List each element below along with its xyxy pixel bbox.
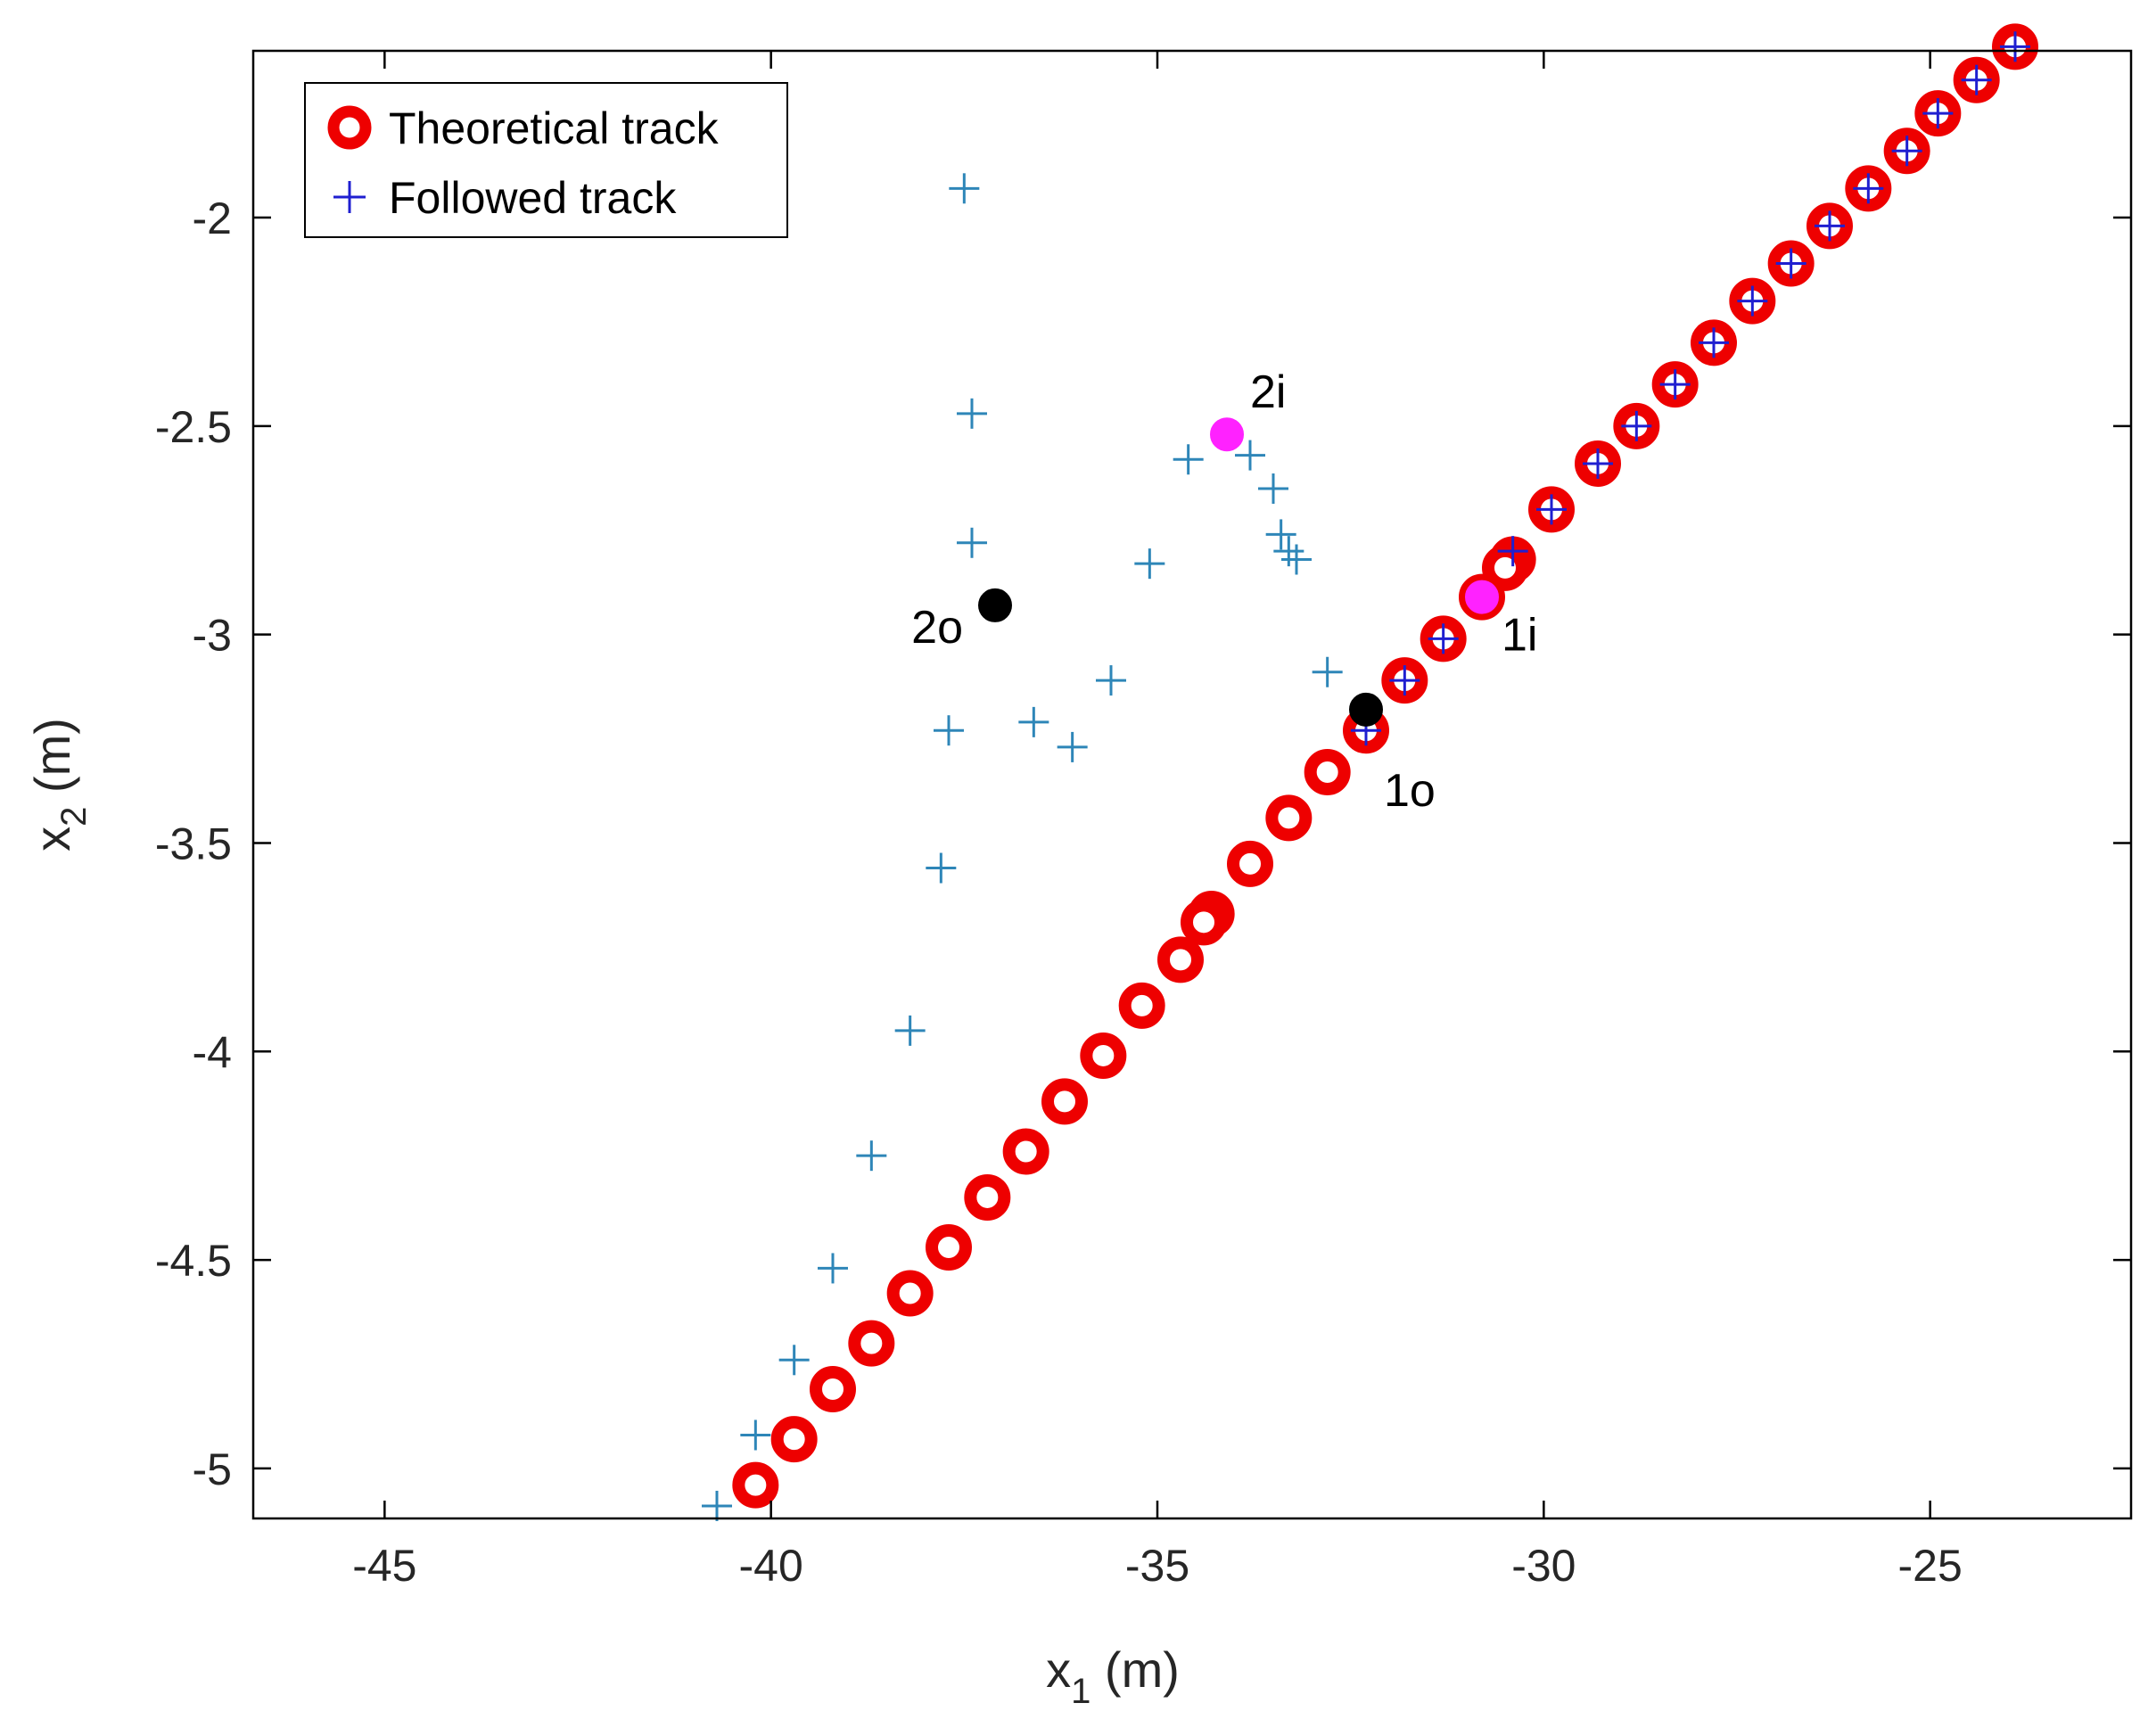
- followed-point: [1096, 665, 1126, 696]
- followed-point: [1018, 706, 1049, 737]
- followed-point: [1281, 544, 1312, 575]
- followed-point: [1265, 519, 1296, 550]
- followed-point: [1536, 494, 1567, 525]
- theoretical-point: [1080, 1032, 1127, 1079]
- theoretical-point: [1227, 840, 1273, 887]
- theoretical-point: [810, 1366, 856, 1413]
- followed-point: [1258, 473, 1288, 504]
- event-label-1i: 1i: [1502, 610, 1537, 662]
- followed-point: [1621, 410, 1652, 441]
- followed-point: [1891, 136, 1922, 167]
- x-axis: -45 -40 -35 -30 -25: [352, 51, 1963, 1591]
- followed-point: [957, 527, 987, 558]
- followed-point: [1312, 656, 1343, 687]
- followed-point: [934, 715, 964, 746]
- y-tick-label: -5: [193, 1444, 232, 1494]
- theoretical-point: [848, 1320, 895, 1367]
- followed-point: [740, 1419, 771, 1451]
- followed-point: [894, 1015, 926, 1046]
- legend-marker-followed: [333, 181, 366, 213]
- y-tick-label: -2.5: [155, 402, 232, 452]
- followed-point: [1961, 64, 1992, 95]
- plot-marks: [702, 23, 2038, 1521]
- followed-point: [1659, 369, 1691, 400]
- theoretical-point: [1181, 899, 1227, 946]
- y-axis: -2 -2.5 -3 -3.5 -4 -4.5 -5: [155, 193, 2131, 1494]
- point-annotations: 2i 1i 2o 1o: [911, 366, 1537, 817]
- event-point-1i: [1465, 580, 1499, 614]
- x-tick-label: -30: [1511, 1541, 1576, 1591]
- legend-label-theoretical: Theoretical track: [389, 103, 720, 153]
- x-tick-label: -25: [1898, 1541, 1963, 1591]
- legend-marker-theoretical: [327, 105, 372, 150]
- followed-point: [1235, 440, 1265, 471]
- event-point-2i: [1210, 417, 1244, 452]
- followed-point: [1775, 248, 1806, 279]
- x-tick-label: -40: [739, 1541, 803, 1591]
- followed-point: [1583, 448, 1613, 479]
- theoretical-point: [1118, 982, 1165, 1029]
- theoretical-point: [1265, 794, 1313, 842]
- theoretical-point: [886, 1270, 934, 1317]
- theoretical-point: [1002, 1128, 1049, 1175]
- followed-point: [1057, 731, 1088, 762]
- followed-point: [1815, 210, 1845, 242]
- theoretical-point: [1157, 936, 1204, 983]
- followed-point: [926, 852, 957, 884]
- y-tick-label: -3: [193, 611, 232, 661]
- followed-point: [1134, 548, 1165, 580]
- followed-point: [818, 1253, 848, 1284]
- x-tick-label: -45: [352, 1541, 416, 1591]
- followed-point: [1922, 98, 1954, 129]
- theoretical-point: [1304, 748, 1351, 795]
- event-point-2o: [978, 588, 1012, 622]
- legend: Theoretical track Followed track: [304, 82, 788, 238]
- followed-point: [702, 1490, 732, 1521]
- event-label-1o: 1o: [1384, 765, 1436, 817]
- y-tick-label: -3.5: [155, 819, 232, 868]
- x-axis-title: x1 (m): [1046, 1641, 1180, 1711]
- y-tick-label: -2: [193, 193, 232, 243]
- event-label-2o: 2o: [911, 602, 963, 654]
- followed-point: [1737, 285, 1768, 317]
- event-label-2i: 2i: [1250, 366, 1286, 418]
- legend-label-followed: Followed track: [389, 173, 677, 223]
- event-point-1o: [1349, 692, 1383, 727]
- theoretical-point: [732, 1461, 779, 1509]
- theoretical-point: [926, 1224, 972, 1271]
- followed-point: [856, 1140, 887, 1172]
- x-tick-label: -35: [1125, 1541, 1189, 1591]
- legend-box: [304, 82, 788, 238]
- theoretical-point: [770, 1416, 818, 1463]
- y-tick-label: -4: [193, 1027, 232, 1077]
- y-tick-label: -4.5: [155, 1236, 232, 1286]
- followed-point: [1273, 536, 1304, 567]
- followed-point: [2000, 31, 2030, 62]
- followed-point: [1699, 327, 1729, 358]
- followed-point: [1173, 444, 1204, 475]
- followed-point: [1497, 536, 1528, 567]
- followed-point: [778, 1345, 810, 1376]
- axes-box: [251, 49, 2133, 1520]
- followed-point: [1853, 173, 1884, 204]
- theoretical-point: [1482, 544, 1528, 591]
- theoretical-point: [964, 1173, 1011, 1221]
- followed-point: [957, 398, 987, 429]
- followed-point: [949, 173, 980, 204]
- followed-point: [1428, 623, 1459, 654]
- followed-point: [1389, 665, 1420, 696]
- y-axis-title: x2 (m): [24, 718, 94, 852]
- theoretical-point: [1041, 1078, 1088, 1125]
